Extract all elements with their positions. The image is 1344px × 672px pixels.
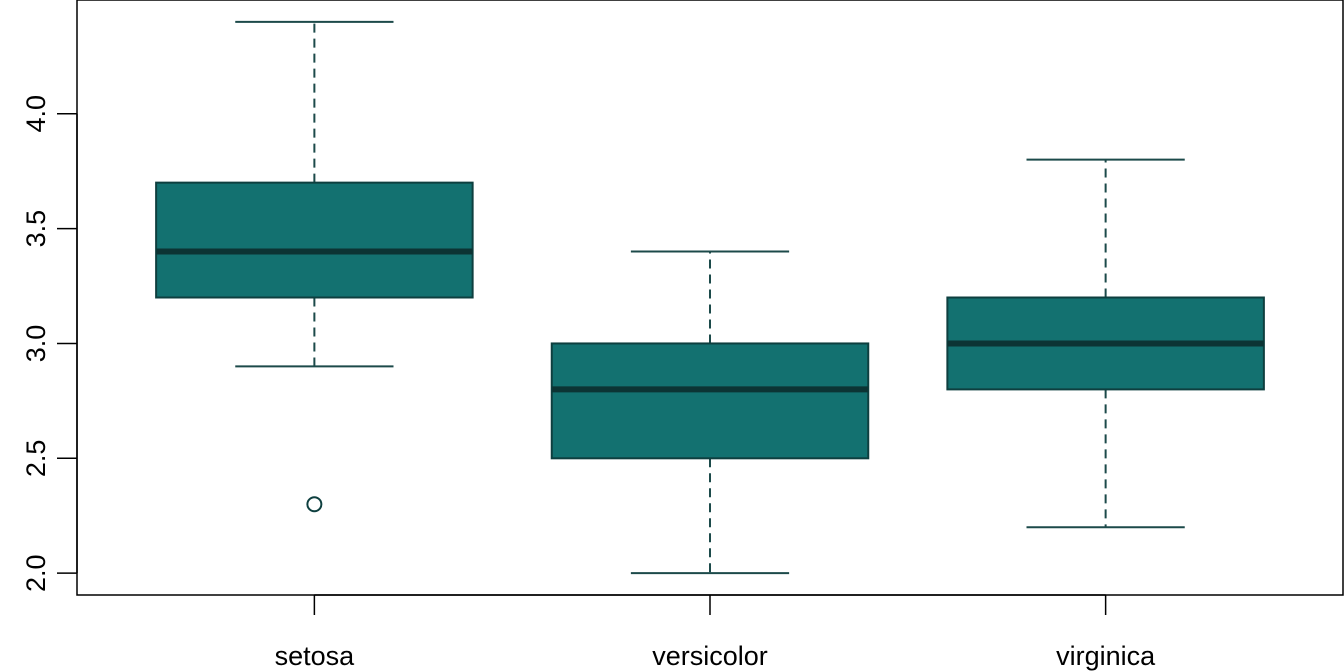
box-virginica bbox=[946, 158, 1265, 529]
x-axis: setosa versicolor virginica bbox=[275, 594, 1156, 671]
y-tick-label: 3.0 bbox=[21, 325, 51, 363]
iqr-box bbox=[155, 181, 474, 299]
box-setosa bbox=[155, 20, 474, 513]
y-tick-label: 2.0 bbox=[21, 554, 51, 592]
outlier-point bbox=[306, 496, 323, 513]
y-axis: 2.0 2.5 3.0 3.5 4.0 bbox=[21, 95, 78, 592]
x-tick-label: setosa bbox=[275, 641, 356, 671]
x-tick-label: versicolor bbox=[652, 641, 768, 671]
y-tick-label: 3.5 bbox=[21, 210, 51, 248]
x-tick-label: virginica bbox=[1056, 641, 1156, 671]
iqr-box bbox=[550, 342, 870, 460]
box-versicolor bbox=[550, 250, 870, 575]
y-tick-label: 2.5 bbox=[21, 440, 51, 478]
boxplot-series bbox=[155, 20, 1265, 575]
y-tick-label: 4.0 bbox=[21, 95, 51, 133]
